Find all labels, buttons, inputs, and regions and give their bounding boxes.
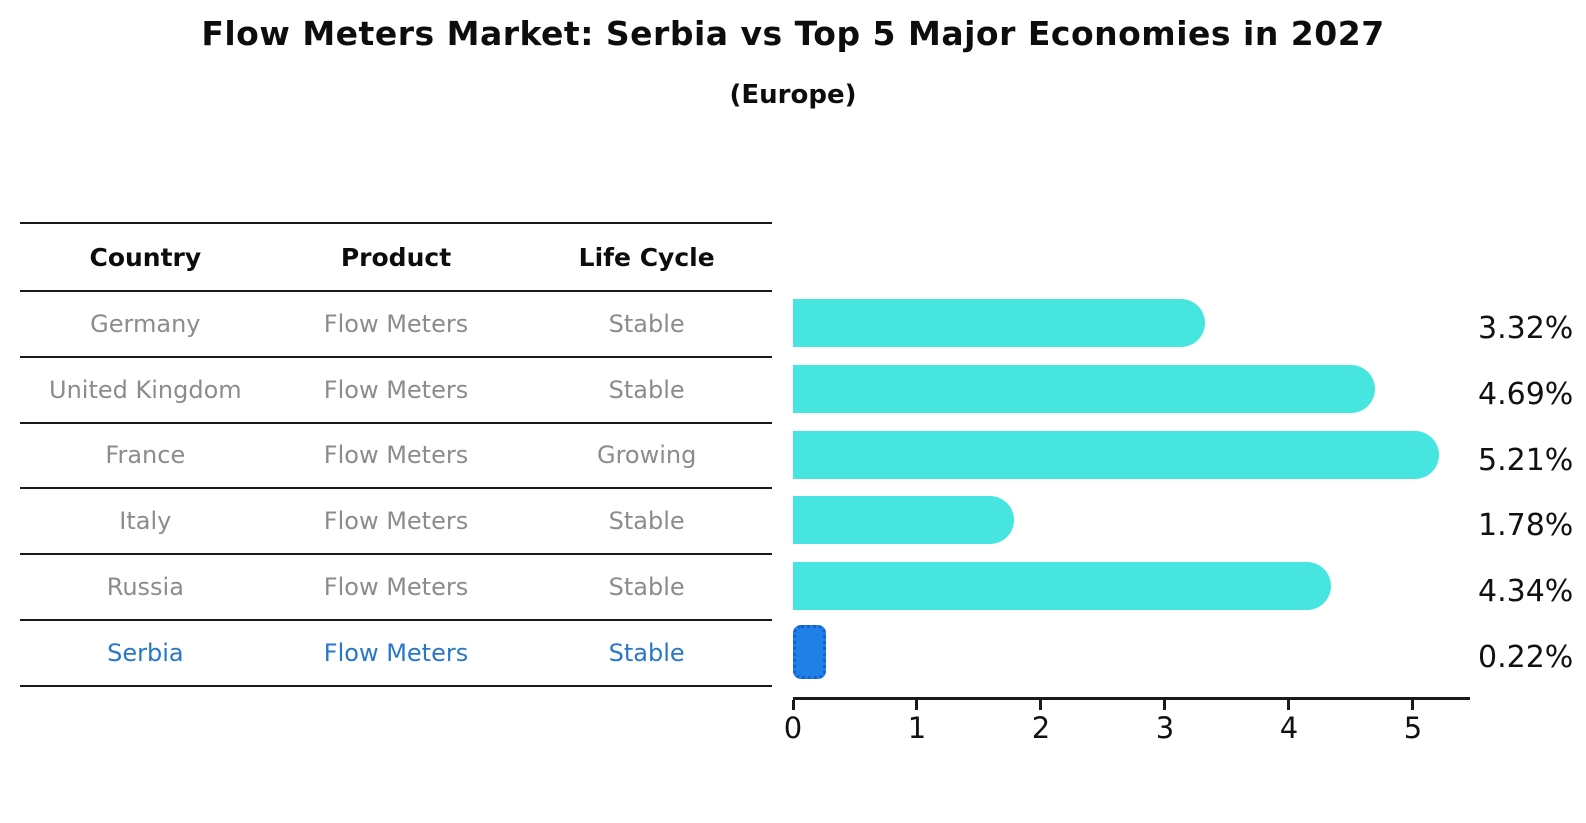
bar-value-label-france: 5.21% (1478, 442, 1574, 478)
bar-italy (793, 496, 1014, 545)
table-row-united-kingdom: United Kingdom Flow Meters Stable (20, 358, 772, 424)
x-tick-1 (915, 700, 919, 710)
x-tick-label-4: 4 (1279, 711, 1299, 745)
cell-life-cycle: Stable (608, 638, 685, 667)
cell-product: Flow Meters (323, 309, 469, 338)
table-row-serbia: Serbia Flow Meters Stable (20, 621, 772, 687)
cell-country: Serbia (107, 638, 184, 667)
column-header-country: Country (89, 242, 202, 272)
chart-title: Flow Meters Market: Serbia vs Top 5 Majo… (201, 14, 1385, 53)
cell-product: Flow Meters (323, 573, 469, 602)
table-header-row: Country Product Life Cycle (20, 224, 772, 292)
bar-value-label-italy: 1.78% (1478, 508, 1574, 544)
table-row-russia: Russia Flow Meters Stable (20, 555, 772, 621)
cell-country: Russia (106, 573, 184, 602)
bar-france (793, 430, 1439, 479)
x-tick-label-1: 1 (907, 711, 927, 745)
x-tick-4 (1287, 700, 1291, 710)
x-tick-label-3: 3 (1155, 711, 1175, 745)
x-tick-label-5: 5 (1403, 711, 1423, 745)
column-header-life-cycle: Life Cycle (578, 242, 715, 272)
cell-product: Flow Meters (323, 638, 469, 667)
bar-russia (793, 562, 1331, 611)
bar-serbia (793, 625, 826, 680)
table-row-italy: Italy Flow Meters Stable (20, 489, 772, 556)
column-header-product: Product (340, 242, 452, 272)
cell-country: Germany (90, 309, 201, 338)
x-tick-2 (1039, 700, 1043, 710)
x-tick-label-0: 0 (783, 711, 803, 745)
cell-life-cycle: Stable (608, 309, 685, 338)
country-table: Country Product Life Cycle Germany Flow M… (20, 222, 772, 687)
bar-value-label-serbia: 0.22% (1478, 640, 1574, 676)
cell-product: Flow Meters (323, 507, 469, 536)
bar-value-label-russia: 4.34% (1478, 574, 1574, 610)
cell-country: Italy (119, 507, 172, 536)
bar-value-label-germany: 3.32% (1478, 310, 1574, 346)
table-body: Germany Flow Meters Stable United Kingdom Fl… (20, 292, 772, 687)
table-row-germany: Germany Flow Meters Stable (20, 292, 772, 358)
bar-united-kingdom (793, 364, 1375, 413)
x-tick-label-2: 2 (1031, 711, 1051, 745)
bar-value-label-united-kingdom: 4.69% (1478, 376, 1574, 412)
cell-country: France (105, 441, 186, 470)
bar-germany (793, 298, 1205, 347)
cell-life-cycle: Growing (596, 441, 697, 470)
cell-life-cycle: Stable (608, 375, 685, 404)
x-tick-5 (1411, 700, 1415, 710)
cell-life-cycle: Stable (608, 507, 685, 536)
cell-country: United Kingdom (49, 375, 242, 404)
x-tick-0 (791, 700, 795, 710)
cell-product: Flow Meters (323, 375, 469, 404)
chart-subtitle: (Europe) (729, 80, 857, 110)
x-tick-3 (1163, 700, 1167, 710)
cell-product: Flow Meters (323, 441, 469, 470)
cell-life-cycle: Stable (608, 573, 685, 602)
x-axis-line (793, 697, 1470, 700)
table-row-france: France Flow Meters Growing (20, 424, 772, 490)
